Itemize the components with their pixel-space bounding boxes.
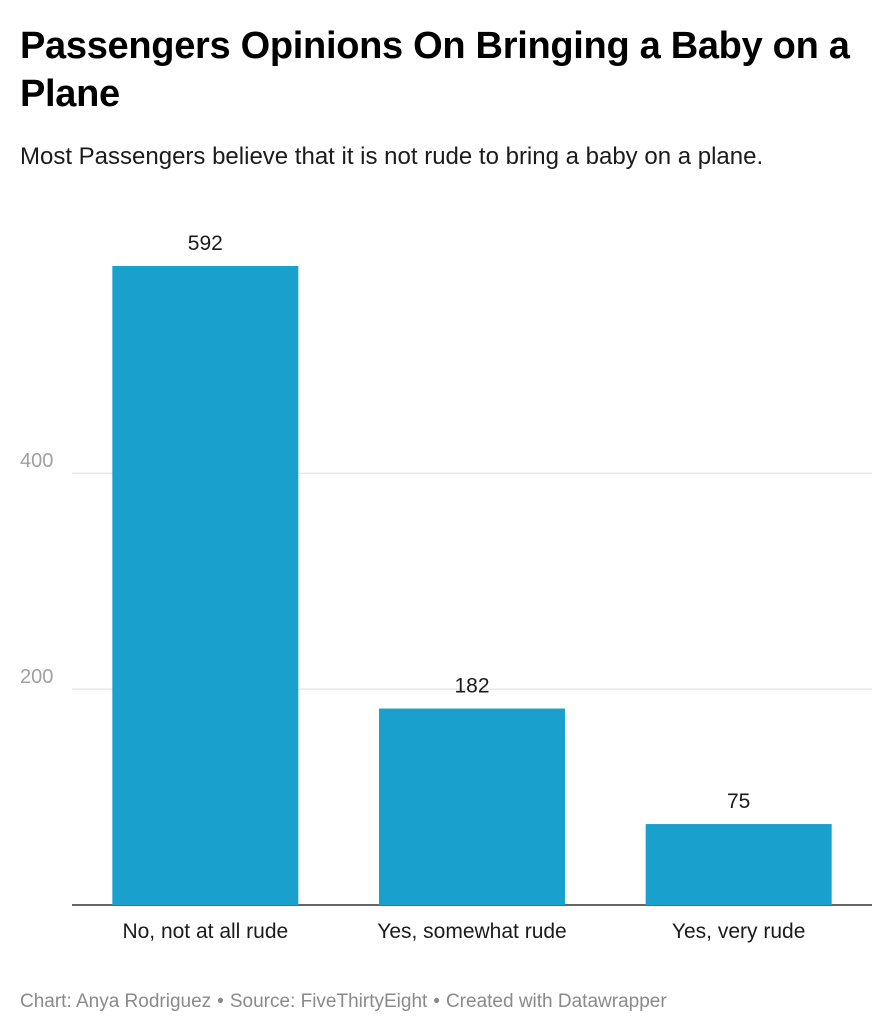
chart-footer: Chart: Anya Rodriguez • Source: FiveThirty… (20, 990, 667, 1014)
bar (645, 824, 832, 905)
label-layer: 592 No, not at all rude 182 Yes, somewhat r… (122, 232, 805, 943)
bar-chart: 200 400 592 No, not at all rude 182 Yes, som… (20, 232, 872, 943)
chart-source: Source: FiveThirtyEight (229, 991, 428, 1012)
y-tick-label: 400 (20, 450, 53, 472)
chart-subtitle: Most Passengers believe that it is not r… (20, 143, 764, 170)
x-category-label: Yes, very rude (672, 920, 805, 943)
bar-value-label: 592 (188, 232, 223, 255)
x-category-label: No, not at all rude (122, 920, 288, 943)
bar-value-label: 182 (454, 675, 489, 698)
chart-tool-credit: Created with Datawrapper (445, 991, 667, 1012)
x-category-label: Yes, somewhat rude (377, 920, 567, 943)
bar-layer (112, 266, 832, 905)
bar (379, 708, 565, 905)
bar-value-label: 75 (727, 790, 750, 813)
chart-title: Passengers Opinions On Bringing a Baby o… (20, 25, 850, 115)
bar (112, 266, 299, 905)
chart-credit: Chart: Anya Rodriguez (20, 991, 212, 1012)
footer-separator: • (433, 991, 440, 1012)
footer-separator: • (217, 991, 224, 1012)
y-tick-label: 200 (20, 666, 53, 688)
